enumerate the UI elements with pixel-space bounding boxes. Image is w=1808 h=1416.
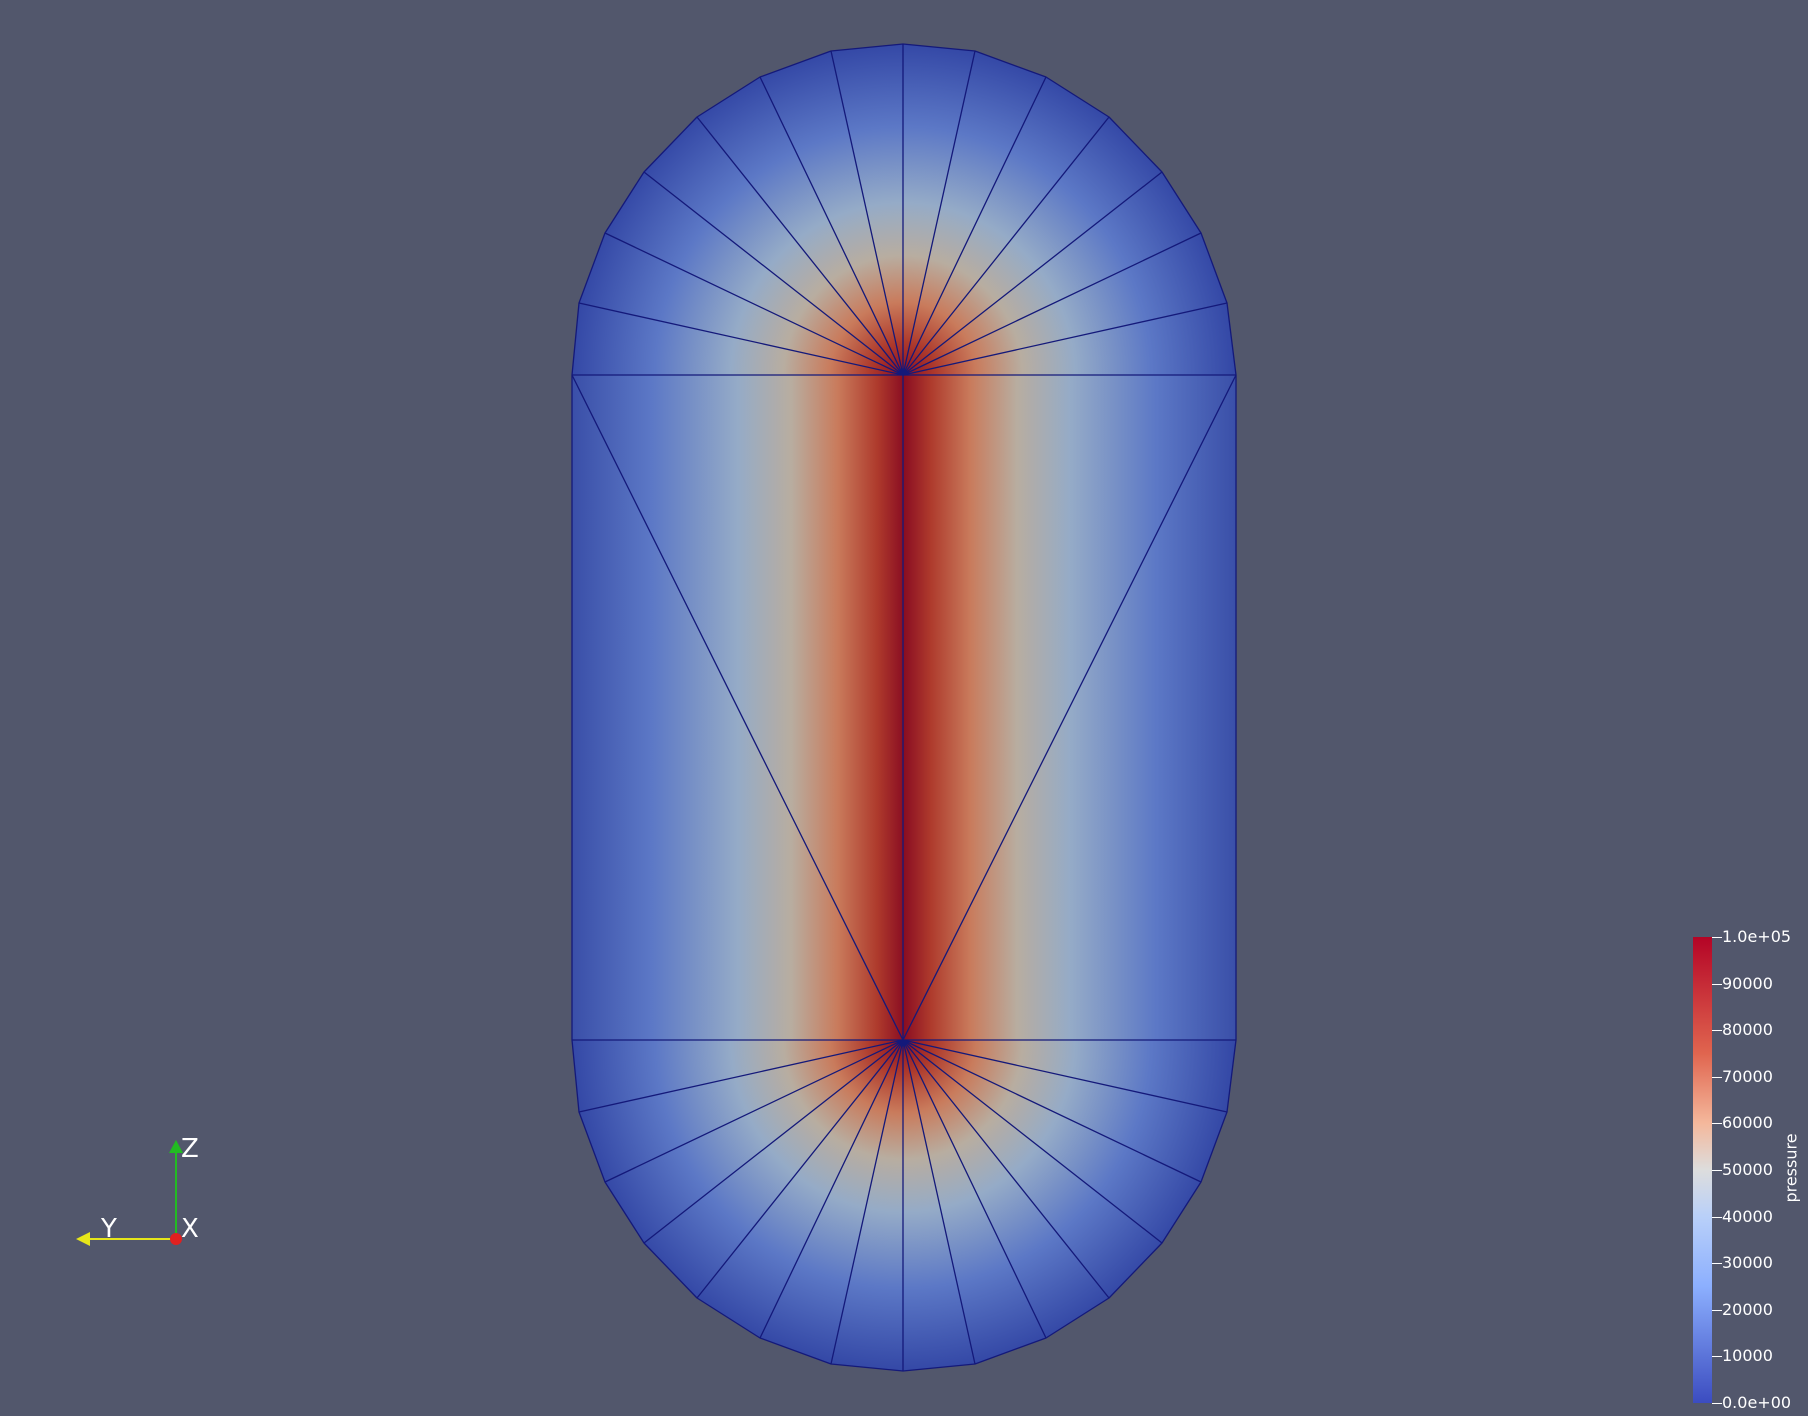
z-axis-arrowhead <box>169 1140 183 1153</box>
color-legend-tick-label: 1.0e+05 <box>1722 927 1792 946</box>
mesh-bottom-cap <box>572 1040 1236 1371</box>
color-legend-tick-label: 10000 <box>1722 1346 1773 1366</box>
color-legend-tick-label: 40000 <box>1722 1206 1773 1226</box>
color-legend-tick-label: 30000 <box>1722 1253 1773 1273</box>
color-legend-tick <box>1712 1216 1722 1218</box>
color-legend-tick-label: 80000 <box>1722 1020 1773 1040</box>
mesh-top-cap <box>572 44 1236 375</box>
color-legend-tick-label: 60000 <box>1722 1113 1773 1133</box>
color-ramp <box>1693 937 1712 1403</box>
mesh-body-section <box>572 375 1236 1040</box>
y-axis-label: Y <box>101 1214 117 1244</box>
color-legend-tick-label: 20000 <box>1722 1299 1773 1319</box>
color-legend-tick <box>1712 937 1722 938</box>
x-axis-marker <box>170 1233 182 1245</box>
color-legend: 1.0e+05 90000 80000 70000 60000 50000 40000 300… <box>1686 927 1806 1412</box>
color-legend-tick <box>1712 1356 1722 1358</box>
color-legend-tick-label: 90000 <box>1722 973 1773 993</box>
color-legend-tick <box>1712 983 1722 985</box>
color-legend-tick <box>1712 1263 1722 1265</box>
color-legend-tick <box>1712 1076 1722 1078</box>
color-legend-title: pressure <box>1781 1133 1801 1203</box>
y-axis-arrowhead <box>76 1232 90 1246</box>
orientation-axes: Z Y X <box>60 1120 220 1250</box>
z-axis-label: Z <box>181 1134 199 1164</box>
color-legend-tick <box>1712 1403 1722 1404</box>
mesh-wireframe <box>571 43 1237 1372</box>
color-legend-tick-label: 0.0e+00 <box>1722 1393 1792 1412</box>
color-legend-tick <box>1712 1309 1722 1311</box>
color-legend-tick <box>1712 1030 1722 1032</box>
color-legend-tick <box>1712 1123 1722 1125</box>
x-axis-label: X <box>181 1214 199 1244</box>
color-legend-tick <box>1712 1170 1722 1171</box>
color-legend-tick-label: 50000 <box>1722 1160 1773 1179</box>
color-legend-tick-label: 70000 <box>1722 1066 1773 1086</box>
